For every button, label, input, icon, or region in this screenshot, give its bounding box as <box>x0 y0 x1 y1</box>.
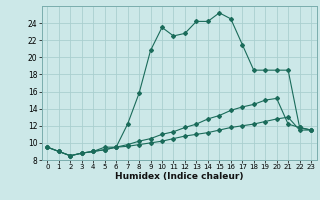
X-axis label: Humidex (Indice chaleur): Humidex (Indice chaleur) <box>115 172 244 181</box>
